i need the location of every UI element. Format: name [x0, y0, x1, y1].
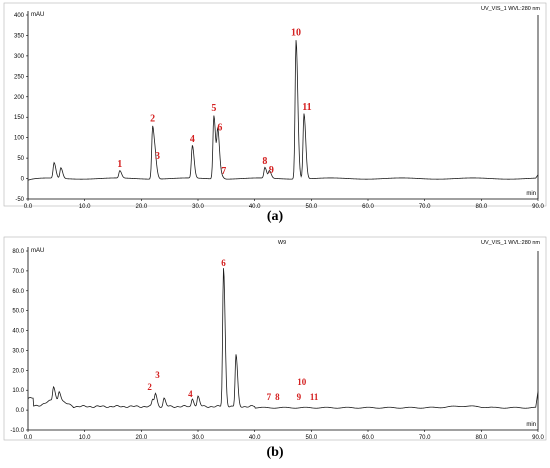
y-tick-label: 40.0: [12, 329, 24, 335]
sample-name: W9: [278, 240, 286, 246]
x-tick-label: 30.0: [192, 204, 204, 210]
y-tick-label: 150: [14, 115, 25, 121]
x-tick-label: 70.0: [419, 435, 431, 441]
x-tick-label: 30.0: [192, 435, 204, 441]
x-tick-label: 10.0: [79, 435, 91, 441]
peak-label-2: 2: [150, 113, 155, 124]
chromatogram-trace: [27, 268, 539, 409]
x-tick-label: 50.0: [305, 204, 317, 210]
panel-caption: (a): [267, 209, 284, 224]
y-axis-unit: mAU: [31, 248, 44, 254]
peak-label-2: 2: [147, 382, 152, 392]
x-tick-label: 0.0: [24, 204, 33, 210]
y-tick-label: -10.0: [10, 428, 24, 434]
x-tick-label: 90.0: [532, 204, 544, 210]
chromatogram-trace: [27, 40, 539, 181]
x-tick-label: 20.0: [135, 204, 147, 210]
y-tick-label: 30.0: [12, 348, 24, 354]
y-tick-label: 400: [14, 13, 25, 19]
y-tick-label: 100: [14, 136, 25, 142]
panel-frame: [3, 236, 547, 441]
y-tick-label: 250: [14, 74, 25, 80]
peak-label-6: 6: [221, 258, 226, 268]
peak-label-4: 4: [188, 389, 193, 399]
peak-label-7: 7: [221, 166, 226, 177]
x-axis-unit: min: [526, 422, 536, 428]
x-axis-unit: min: [526, 191, 536, 197]
y-tick-label: 200: [14, 95, 25, 101]
peak-label-9: 9: [297, 392, 302, 402]
x-tick-label: 90.0: [532, 435, 544, 441]
y-tick-label: 10.0: [12, 388, 24, 394]
y-tick-label: 80.0: [12, 249, 24, 255]
peak-label-11: 11: [310, 392, 319, 402]
peak-label-10: 10: [291, 28, 301, 39]
x-tick-label: 10.0: [79, 204, 91, 210]
peak-label-7: 7: [267, 392, 272, 402]
y-tick-label: 300: [14, 54, 25, 60]
peak-label-8: 8: [275, 392, 280, 402]
panel-frame: [3, 2, 547, 207]
chart-header: UV_VIS_1 WVL:280 nm: [481, 240, 540, 246]
x-tick-label: 40.0: [249, 435, 261, 441]
x-tick-label: 20.0: [135, 435, 147, 441]
peak-label-8: 8: [262, 156, 267, 167]
y-tick-label: 70.0: [12, 269, 24, 275]
panel-caption: (b): [266, 445, 283, 460]
peak-label-11: 11: [302, 102, 311, 113]
y-tick-label: 0: [21, 177, 25, 183]
y-tick-label: 50: [17, 156, 24, 162]
peak-label-3: 3: [155, 370, 160, 380]
x-tick-label: 70.0: [419, 204, 431, 210]
y-tick-label: -50: [15, 197, 24, 203]
y-tick-label: 60.0: [12, 289, 24, 295]
chart-header: UV_VIS_1 WVL:280 nm: [481, 6, 540, 12]
x-tick-label: 80.0: [475, 435, 487, 441]
y-tick-label: 50.0: [12, 309, 24, 315]
y-tick-label: 350: [14, 33, 25, 39]
peak-label-4: 4: [190, 134, 195, 145]
peak-label-3: 3: [155, 151, 160, 162]
x-tick-label: 80.0: [475, 204, 487, 210]
x-tick-label: 50.0: [305, 435, 317, 441]
peak-label-5: 5: [211, 103, 216, 114]
y-axis-unit: mAU: [31, 12, 44, 18]
y-tick-label: 0.0: [16, 408, 25, 414]
y-tick-label: 20.0: [12, 368, 24, 374]
chart-panel-a: UV_VIS_1 WVL:280 nm mAU min -50 0 50 100 150 200…: [3, 2, 547, 224]
peak-label-6: 6: [217, 123, 222, 134]
peak-label-10: 10: [297, 377, 307, 387]
x-tick-label: 40.0: [249, 204, 261, 210]
x-tick-label: 60.0: [362, 435, 374, 441]
peak-label-1: 1: [117, 159, 122, 170]
x-tick-label: 60.0: [362, 204, 374, 210]
peak-label-9: 9: [269, 165, 274, 176]
chart-panel-b: UV_VIS_1 WVL:280 nmW9mAUmin-10.00.010.02…: [3, 236, 547, 460]
x-tick-label: 0.0: [24, 435, 33, 441]
